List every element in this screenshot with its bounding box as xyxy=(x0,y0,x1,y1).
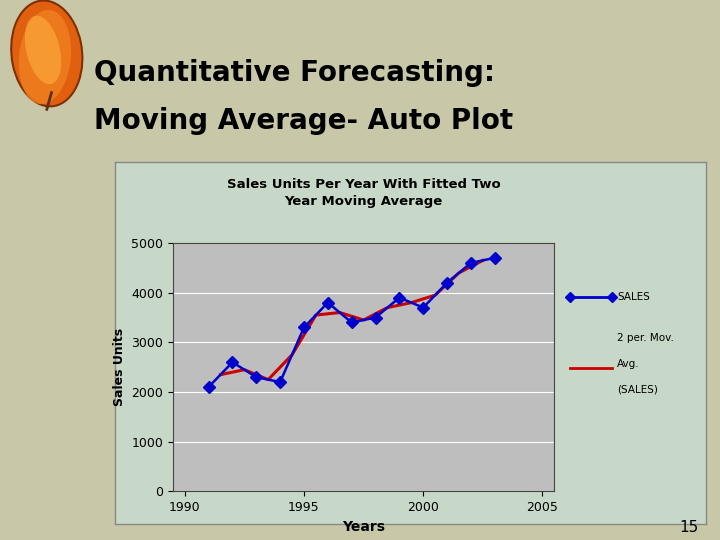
Text: (SALES): (SALES) xyxy=(618,384,658,394)
Ellipse shape xyxy=(19,10,71,104)
Ellipse shape xyxy=(25,16,61,84)
Text: 2 per. Mov.: 2 per. Mov. xyxy=(618,333,674,343)
Text: Avg.: Avg. xyxy=(618,359,640,369)
Text: Moving Average- Auto Plot: Moving Average- Auto Plot xyxy=(94,107,513,136)
Text: SALES: SALES xyxy=(618,292,650,302)
Text: Quantitative Forecasting:: Quantitative Forecasting: xyxy=(94,59,495,87)
Y-axis label: Sales Units: Sales Units xyxy=(112,328,125,406)
Text: 15: 15 xyxy=(679,519,698,535)
Ellipse shape xyxy=(12,1,82,106)
Text: Sales Units Per Year With Fitted Two
Year Moving Average: Sales Units Per Year With Fitted Two Yea… xyxy=(227,178,500,208)
X-axis label: Years: Years xyxy=(342,519,385,534)
